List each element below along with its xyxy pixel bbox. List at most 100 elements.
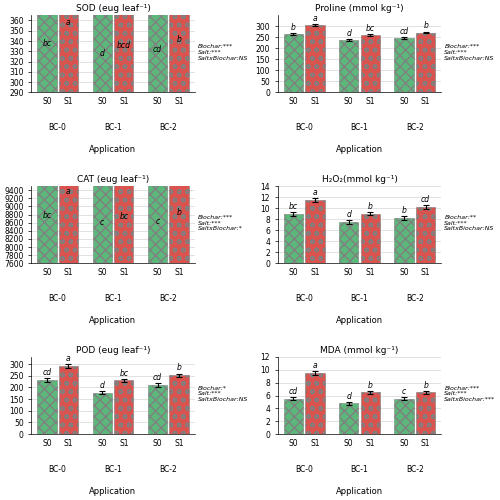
Text: a: a <box>312 361 317 370</box>
X-axis label: Application: Application <box>336 487 383 496</box>
Text: BC-1: BC-1 <box>104 464 122 473</box>
Bar <box>416 32 436 92</box>
Bar <box>170 0 189 92</box>
Text: a: a <box>66 18 70 26</box>
Bar <box>305 373 324 434</box>
Text: a: a <box>66 187 70 196</box>
Text: BC-1: BC-1 <box>350 294 368 303</box>
Bar <box>148 0 168 92</box>
Text: b: b <box>423 22 428 30</box>
Bar <box>92 392 112 434</box>
Text: cd: cd <box>400 27 408 36</box>
Text: b: b <box>423 381 428 390</box>
Text: BC-2: BC-2 <box>406 464 424 473</box>
Text: Biochar:**
Salt:***
SaltxBiochar:NS: Biochar:** Salt:*** SaltxBiochar:NS <box>444 215 495 232</box>
Text: BC-0: BC-0 <box>295 123 313 132</box>
Text: a: a <box>312 14 317 23</box>
Text: Biochar:*
Salt:***
SaltxBiochar:NS: Biochar:* Salt:*** SaltxBiochar:NS <box>198 386 248 402</box>
Text: BC-0: BC-0 <box>48 123 66 132</box>
X-axis label: Application: Application <box>336 145 383 154</box>
Text: cd: cd <box>153 373 162 382</box>
Bar <box>360 35 380 92</box>
Bar <box>114 0 134 263</box>
Bar <box>284 399 303 434</box>
Text: cd: cd <box>153 46 162 54</box>
Bar <box>92 0 112 92</box>
Text: d: d <box>346 392 351 401</box>
Text: BC-0: BC-0 <box>295 464 313 473</box>
X-axis label: Application: Application <box>90 145 136 154</box>
Text: BC-0: BC-0 <box>295 294 313 303</box>
Text: b: b <box>176 208 182 216</box>
Text: Biochar:***
Salt:***
SaltxBiochar:*: Biochar:*** Salt:*** SaltxBiochar:* <box>198 215 243 232</box>
Text: b: b <box>291 22 296 32</box>
Text: d: d <box>346 210 351 219</box>
Bar <box>394 218 414 263</box>
Text: bc: bc <box>42 38 51 48</box>
Text: b: b <box>402 206 406 216</box>
Text: BC-2: BC-2 <box>406 123 424 132</box>
Text: d: d <box>100 381 104 390</box>
Text: b: b <box>176 35 182 44</box>
Text: Biochar:***
Salt:***
SaltxBiochar:NS: Biochar:*** Salt:*** SaltxBiochar:NS <box>198 44 248 60</box>
Text: BC-2: BC-2 <box>160 123 178 132</box>
Text: BC-2: BC-2 <box>406 294 424 303</box>
Bar <box>58 0 78 263</box>
Text: a: a <box>312 188 317 197</box>
Text: cd: cd <box>421 196 430 204</box>
Text: bcd: bcd <box>117 41 131 50</box>
X-axis label: Application: Application <box>336 316 383 325</box>
Bar <box>284 214 303 263</box>
Text: BC-2: BC-2 <box>160 294 178 303</box>
Text: BC-0: BC-0 <box>48 294 66 303</box>
Bar <box>37 380 56 434</box>
Text: b: b <box>368 381 372 390</box>
Text: d: d <box>100 50 104 58</box>
Title: MDA (mmol kg⁻¹): MDA (mmol kg⁻¹) <box>320 346 398 355</box>
Bar <box>305 200 324 263</box>
Bar <box>92 0 112 263</box>
Text: BC-1: BC-1 <box>350 123 368 132</box>
Bar <box>58 0 78 92</box>
Title: CAT (eug leaf⁻¹): CAT (eug leaf⁻¹) <box>77 175 149 184</box>
Text: c: c <box>156 218 160 226</box>
Text: BC-2: BC-2 <box>160 464 178 473</box>
Text: BC-1: BC-1 <box>104 294 122 303</box>
Text: Biochar:***
Salt:***
SaltxBiochar:***: Biochar:*** Salt:*** SaltxBiochar:*** <box>444 386 496 402</box>
Text: bc: bc <box>366 24 375 33</box>
Bar <box>148 385 168 434</box>
Bar <box>148 0 168 263</box>
Bar <box>114 380 134 434</box>
Text: c: c <box>402 388 406 396</box>
Title: Proline (mmol kg⁻¹): Proline (mmol kg⁻¹) <box>315 4 404 13</box>
Title: SOD (eug leaf⁻¹): SOD (eug leaf⁻¹) <box>76 4 150 13</box>
Title: POD (eug leaf⁻¹): POD (eug leaf⁻¹) <box>76 346 150 355</box>
Bar <box>416 207 436 263</box>
Bar <box>394 399 414 434</box>
Text: cd: cd <box>42 368 51 378</box>
Bar <box>416 392 436 434</box>
Text: BC-1: BC-1 <box>104 123 122 132</box>
X-axis label: Application: Application <box>90 316 136 325</box>
X-axis label: Application: Application <box>90 487 136 496</box>
Text: a: a <box>66 354 70 364</box>
Text: BC-0: BC-0 <box>48 464 66 473</box>
Bar <box>360 392 380 434</box>
Bar <box>170 375 189 434</box>
Bar <box>58 366 78 434</box>
Text: BC-1: BC-1 <box>350 464 368 473</box>
Text: Biochar:***
Salt:***
SaltxBiochar:NS: Biochar:*** Salt:*** SaltxBiochar:NS <box>444 44 495 60</box>
Bar <box>360 214 380 263</box>
Text: bc: bc <box>119 212 128 221</box>
Text: bc: bc <box>288 202 298 210</box>
Text: c: c <box>100 218 104 227</box>
Bar <box>339 222 358 263</box>
Text: bc: bc <box>119 368 128 378</box>
Text: b: b <box>176 364 182 372</box>
Bar <box>339 40 358 92</box>
Bar <box>37 0 56 92</box>
Bar <box>170 0 189 263</box>
Text: bc: bc <box>42 211 51 220</box>
Title: H₂O₂(mmol kg⁻¹): H₂O₂(mmol kg⁻¹) <box>322 175 398 184</box>
Text: d: d <box>346 29 351 38</box>
